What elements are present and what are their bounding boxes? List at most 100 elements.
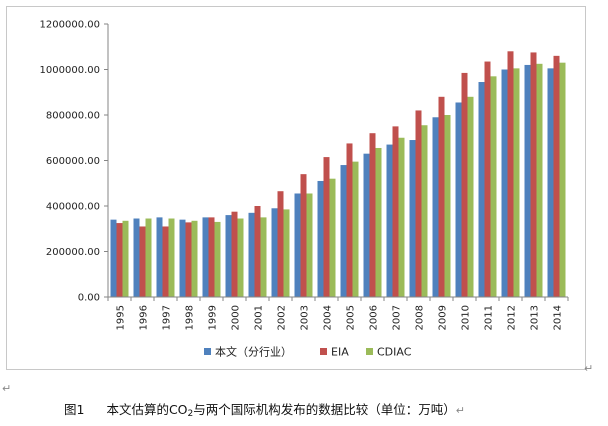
x-tick-label: 2010 (461, 305, 472, 330)
bar-cdiac-2003 (306, 193, 313, 297)
bar-eia-2009 (438, 96, 445, 297)
bar-main-2002 (271, 208, 278, 297)
bar-cdiac-2010 (467, 96, 474, 297)
x-tick-label: 1997 (162, 305, 173, 330)
bar-eia-2013 (530, 52, 537, 297)
x-tick-label: 2014 (553, 305, 564, 330)
bar-main-2010 (455, 102, 462, 297)
return-mark-right: ↵ (584, 362, 594, 375)
bar-cdiac-2004 (329, 178, 336, 297)
bar-cdiac-2001 (260, 217, 267, 297)
bar-cdiac-2013 (536, 63, 543, 297)
return-mark-caption: ↵ (455, 404, 465, 417)
bar-main-2006 (363, 153, 370, 297)
bar-eia-1995 (116, 223, 123, 297)
figure-caption: 图1 本文估算的CO2与两个国际机构发布的数据比较（单位：万吨）↵ (64, 399, 465, 419)
x-tick-label: 1999 (208, 305, 219, 330)
return-mark-left: ↵ (2, 382, 12, 395)
bar-main-2009 (432, 117, 439, 298)
bar-main-2000 (225, 215, 232, 297)
bar-main-2001 (248, 212, 255, 297)
bar-cdiac-2006 (375, 147, 382, 297)
x-tick-label: 2004 (323, 305, 334, 330)
bar-cdiac-1996 (145, 218, 152, 297)
bar-eia-1999 (208, 217, 215, 297)
x-tick-label: 2012 (507, 305, 518, 330)
legend-label-eia: EIA (331, 346, 349, 359)
bar-main-1996 (133, 218, 140, 297)
y-tick-label: 600000.00 (46, 156, 100, 167)
bar-eia-2011 (484, 61, 491, 297)
bar-cdiac-2014 (559, 62, 566, 297)
y-tick-label: 800000.00 (46, 111, 100, 122)
bar-cdiac-2007 (398, 137, 405, 297)
x-tick-label: 2013 (530, 305, 541, 330)
bar-cdiac-2009 (444, 115, 451, 297)
y-tick-label: 1000000.00 (40, 65, 100, 76)
y-tick-label: 1200000.00 (40, 20, 100, 31)
bar-main-1995 (110, 219, 117, 297)
bar-eia-2010 (461, 72, 468, 297)
bar-main-2005 (340, 165, 347, 297)
x-tick-label: 1995 (116, 305, 127, 330)
bar-eia-2007 (392, 126, 399, 297)
bar-eia-2001 (254, 206, 261, 297)
bar-eia-1997 (162, 226, 169, 297)
bar-eia-2003 (300, 174, 307, 297)
bar-cdiac-2000 (237, 218, 244, 297)
bar-main-2013 (524, 64, 531, 297)
bar-eia-2002 (277, 191, 284, 297)
bar-eia-2006 (369, 133, 376, 297)
x-tick-label: 2002 (277, 305, 288, 330)
legend-label-cdiac: CDIAC (377, 346, 412, 359)
x-tick-label: 2008 (415, 305, 426, 330)
bar-cdiac-1997 (168, 218, 175, 297)
bar-eia-2000 (231, 211, 238, 297)
x-tick-label: 1996 (139, 305, 150, 330)
bar-main-2003 (294, 193, 301, 297)
bar-cdiac-2005 (352, 161, 359, 297)
legend-swatch-cdiac (366, 348, 373, 355)
bar-cdiac-2008 (421, 125, 428, 297)
bar-main-2008 (409, 140, 416, 297)
bar-main-1998 (179, 219, 186, 297)
chart-border (6, 6, 586, 370)
caption-text-before: 本文估算的CO (106, 402, 188, 417)
legend-swatch-main (204, 348, 211, 355)
bar-eia-2012 (507, 51, 514, 297)
y-axis: 0.00 200000.00 400000.00 600000.00 800000.00… (40, 20, 109, 304)
bar-eia-1996 (139, 226, 146, 297)
bar-cdiac-2011 (490, 76, 497, 297)
legend: 本文（分行业） EIA CDIAC (204, 345, 412, 359)
x-tick-label: 2005 (346, 305, 357, 330)
bar-cdiac-2012 (513, 68, 520, 297)
bar-eia-2004 (323, 157, 330, 297)
x-axis: 1995 1996 1997 1998 1999 2000 2001 2002 2003 2004… (107, 296, 569, 330)
bar-eia-1998 (185, 222, 192, 297)
bar-eia-2005 (346, 143, 353, 297)
bar-cdiac-1998 (191, 220, 198, 297)
x-tick-label: 2007 (392, 305, 403, 330)
x-tick-label: 2006 (369, 305, 380, 330)
caption-text-after: 与两个国际机构发布的数据比较（单位：万吨） (193, 402, 456, 417)
x-tick-label: 2009 (438, 305, 449, 330)
chart-frame: 0.00 200000.00 400000.00 600000.00 800000.00… (6, 6, 586, 370)
bar-main-1999 (202, 217, 209, 297)
caption-prefix: 图1 (64, 402, 85, 417)
bar-main-2004 (317, 180, 324, 297)
bar-main-2014 (547, 68, 554, 297)
bar-cdiac-2002 (283, 209, 290, 297)
bar-main-1997 (156, 217, 163, 297)
bar-main-2011 (478, 82, 485, 297)
bar-cdiac-1995 (122, 220, 129, 297)
x-tick-label: 2011 (484, 305, 495, 330)
x-tick-label: 2001 (254, 305, 265, 330)
y-tick-label: 400000.00 (46, 202, 100, 213)
caption-subscript: 2 (187, 409, 194, 419)
bar-eia-2014 (553, 55, 560, 297)
bars (110, 51, 566, 298)
legend-label-main: 本文（分行业） (215, 345, 292, 359)
bar-eia-2008 (415, 110, 422, 297)
legend-swatch-eia (320, 348, 327, 355)
y-tick-label: 0.00 (78, 293, 100, 304)
